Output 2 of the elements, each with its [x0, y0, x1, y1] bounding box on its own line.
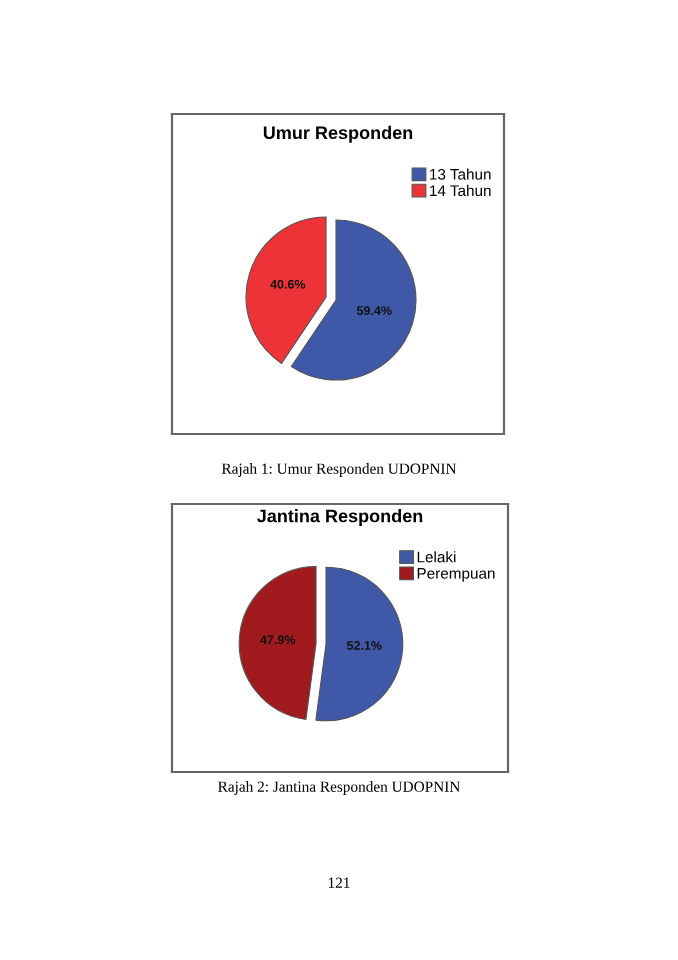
- chart-title: Jantina Responden: [257, 509, 423, 526]
- chart-title: Umur Responden: [263, 125, 413, 143]
